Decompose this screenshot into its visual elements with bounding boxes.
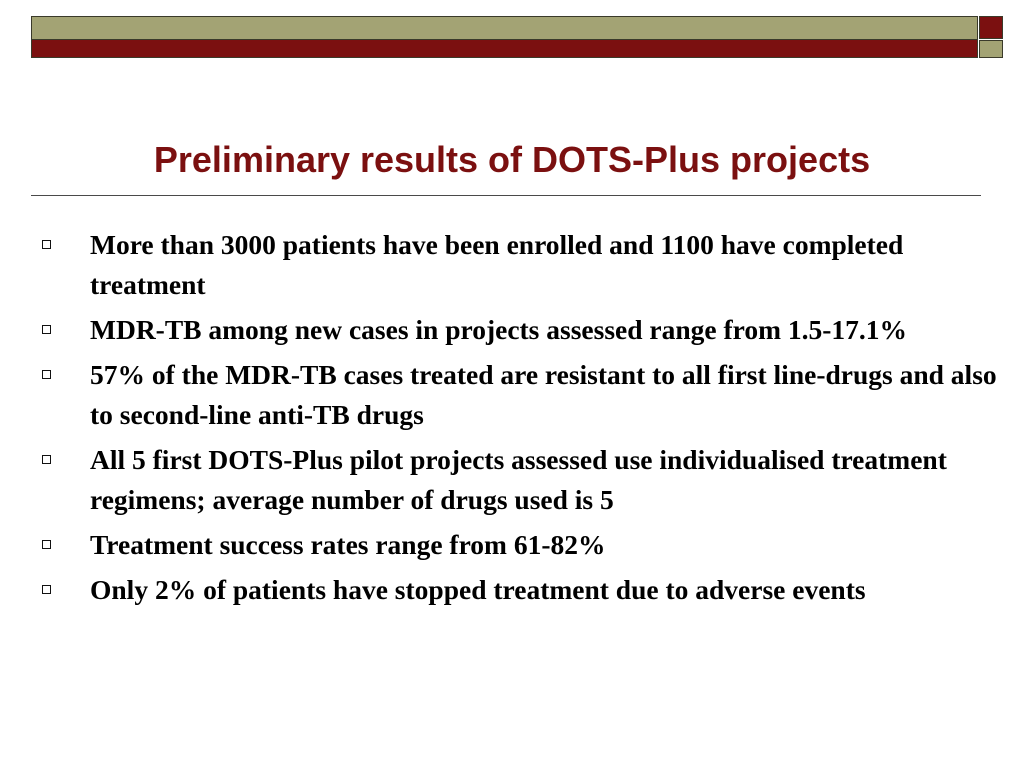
list-item: More than 3000 patients have been enroll… bbox=[40, 225, 1015, 305]
hollow-square-bullet-icon bbox=[42, 370, 51, 379]
bullet-text: Treatment success rates range from 61-82… bbox=[90, 529, 606, 560]
bullet-text: All 5 first DOTS-Plus pilot projects ass… bbox=[90, 444, 947, 515]
header-band-maroon-stripe bbox=[32, 40, 977, 57]
bullet-text: Only 2% of patients have stopped treatme… bbox=[90, 574, 866, 605]
header-band-olive-stripe bbox=[32, 17, 977, 40]
hollow-square-bullet-icon bbox=[42, 325, 51, 334]
list-item: Treatment success rates range from 61-82… bbox=[40, 525, 1015, 565]
hollow-square-bullet-icon bbox=[42, 240, 51, 249]
title-divider bbox=[31, 195, 981, 196]
list-item: All 5 first DOTS-Plus pilot projects ass… bbox=[40, 440, 1015, 520]
corner-square-maroon bbox=[979, 16, 1003, 39]
header-band bbox=[31, 16, 978, 58]
slide-title: Preliminary results of DOTS-Plus project… bbox=[153, 139, 871, 180]
bullet-text: MDR-TB among new cases in projects asses… bbox=[90, 314, 908, 345]
list-item: MDR-TB among new cases in projects asses… bbox=[40, 310, 1015, 350]
hollow-square-bullet-icon bbox=[42, 455, 51, 464]
bullet-list: More than 3000 patients have been enroll… bbox=[40, 225, 1015, 615]
hollow-square-bullet-icon bbox=[42, 585, 51, 594]
list-item: Only 2% of patients have stopped treatme… bbox=[40, 570, 1015, 610]
corner-square-olive bbox=[979, 40, 1003, 58]
list-item: 57% of the MDR-TB cases treated are resi… bbox=[40, 355, 1015, 435]
bullet-text: 57% of the MDR-TB cases treated are resi… bbox=[90, 359, 997, 430]
bullet-text: More than 3000 patients have been enroll… bbox=[90, 229, 904, 300]
hollow-square-bullet-icon bbox=[42, 540, 51, 549]
